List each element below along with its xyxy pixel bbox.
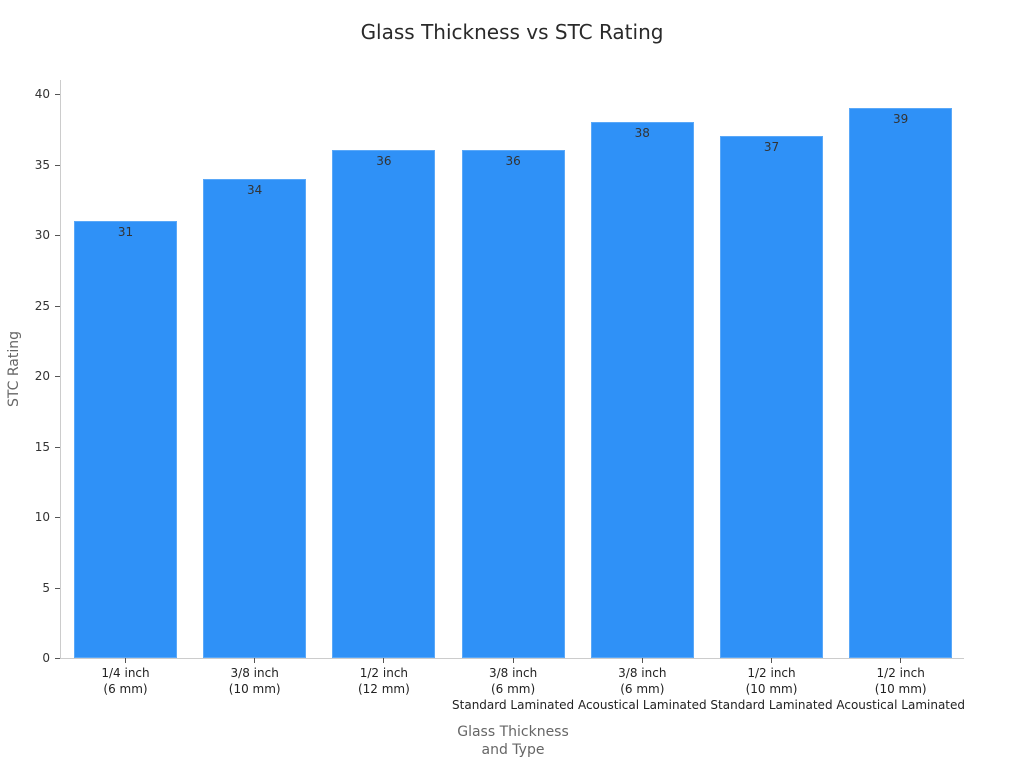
y-tick-mark — [55, 587, 60, 589]
x-tick-label: (12 mm) — [357, 682, 410, 696]
y-tick-mark — [55, 164, 60, 166]
y-tick-label: 10 — [34, 510, 50, 524]
x-tick-label: 3/8 inch — [618, 666, 667, 680]
bar[interactable]: 31 — [74, 220, 177, 658]
x-tick-mark — [512, 658, 514, 663]
y-tick: 20 — [0, 369, 60, 390]
y-tick-mark — [55, 658, 60, 659]
bar[interactable]: 38 — [590, 122, 694, 658]
x-tick-label: 1/4 inch — [101, 666, 150, 680]
x-tick-mark — [125, 658, 126, 663]
x-tick-label: Standard Laminated — [452, 698, 575, 712]
x-tick: 1/2 inch (10 mm) Acoustical Laminated — [831, 658, 971, 713]
x-tick-label: (6 mm) — [490, 682, 536, 696]
bar-value-label: 38 — [634, 126, 650, 141]
x-tick-label: 1/2 inch — [876, 666, 925, 680]
x-tick-mark — [254, 658, 256, 663]
x-tick-mark — [900, 658, 902, 663]
y-tick: 10 — [0, 510, 60, 531]
y-tick-label: 20 — [34, 369, 50, 383]
x-axis-line — [60, 658, 964, 659]
x-tick: 1/2 inch (10 mm) Standard Laminated — [702, 658, 842, 713]
y-tick-label: 15 — [34, 439, 50, 454]
x-tick: 3/8 inch (6 mm) Acoustical Laminated — [572, 658, 712, 713]
y-tick: 35 — [0, 158, 60, 179]
x-tick-label: (10 mm) — [228, 682, 281, 696]
y-tick-label: 35 — [34, 157, 50, 172]
y-tick: 40 — [0, 87, 60, 108]
x-tick-mark — [383, 658, 385, 663]
x-tick-label: (10 mm) — [874, 682, 927, 696]
x-tick-label: Acoustical Laminated — [577, 698, 707, 712]
y-tick-mark — [55, 305, 60, 307]
y-tick: 30 — [0, 228, 60, 249]
x-tick-label: (10 mm) — [745, 682, 798, 696]
x-tick-label: 3/8 inch — [488, 666, 538, 680]
bar-value-label: 31 — [117, 224, 134, 239]
x-tick: 1/4 inch (6 mm) — [56, 658, 196, 697]
x-tick: 1/2 inch (12 mm) — [314, 658, 454, 697]
y-tick: 15 — [0, 440, 60, 461]
y-tick-label: 30 — [34, 228, 50, 242]
x-tick-label: Acoustical Laminated — [836, 698, 966, 712]
bar-value-label: 39 — [893, 112, 909, 127]
bar-value-label: 36 — [376, 154, 392, 169]
bar[interactable]: 39 — [849, 108, 953, 658]
y-tick: 0 — [0, 651, 60, 672]
bar[interactable]: 37 — [720, 136, 823, 658]
x-axis-label-line: and Type — [481, 742, 545, 758]
x-tick-label: 1/2 inch — [359, 666, 409, 680]
bar[interactable]: 36 — [461, 150, 565, 658]
y-tick-mark — [55, 235, 60, 236]
bar-value-label: 36 — [505, 154, 521, 169]
x-tick-label: (6 mm) — [620, 682, 665, 696]
y-axis-label: STC Rating — [6, 331, 22, 407]
y-tick-mark — [55, 376, 60, 377]
y-tick-mark — [55, 446, 60, 448]
x-tick-mark — [641, 658, 643, 663]
y-tick-label: 5 — [42, 580, 50, 595]
x-axis-label: Glass Thickness and Type — [413, 723, 613, 759]
y-tick-label: 0 — [42, 651, 50, 665]
y-tick-label: 25 — [34, 298, 50, 313]
y-tick: 25 — [0, 299, 60, 320]
bar[interactable]: 34 — [203, 178, 307, 658]
bar[interactable]: 36 — [332, 150, 436, 658]
y-tick-label: 40 — [34, 87, 50, 101]
y-axis-line — [60, 80, 61, 658]
x-tick-label: Standard Laminated — [710, 698, 833, 712]
x-tick-mark — [771, 658, 772, 663]
x-tick: 3/8 inch (10 mm) — [185, 658, 325, 697]
x-tick-label: 1/2 inch — [747, 666, 796, 680]
y-tick-mark — [55, 94, 60, 95]
x-tick: 3/8 inch (6 mm) Standard Laminated — [443, 658, 583, 713]
x-tick-label: 3/8 inch — [230, 666, 279, 680]
chart-title: Glass Thickness vs STC Rating — [360, 20, 664, 44]
x-axis-label-line: Glass Thickness — [457, 724, 569, 740]
y-tick: 5 — [0, 581, 60, 602]
bar-value-label: 34 — [247, 182, 263, 197]
y-tick-mark — [55, 517, 60, 518]
bar-value-label: 37 — [763, 140, 780, 155]
x-tick-label: (6 mm) — [103, 682, 148, 696]
